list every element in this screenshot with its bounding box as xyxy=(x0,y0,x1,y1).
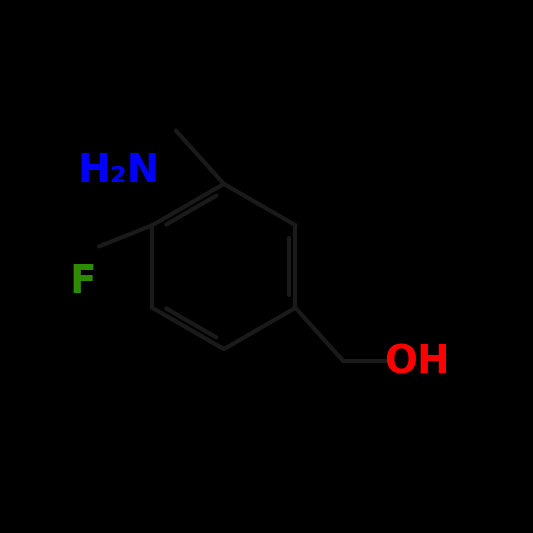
Text: H₂N: H₂N xyxy=(78,151,160,190)
Text: F: F xyxy=(69,263,96,302)
Text: OH: OH xyxy=(384,343,449,382)
